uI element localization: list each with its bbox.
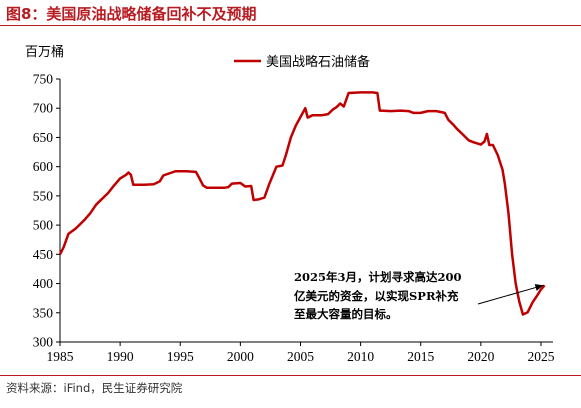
figure-title: 图8：美国原油战略储备回补不及预期 xyxy=(6,5,257,23)
legend: 美国战略石油储备 xyxy=(234,54,370,70)
x-tick-label: 1985 xyxy=(47,349,74,364)
x-axis: 1985 1990 1995 2000 2005 2010 2015 2020 2025 xyxy=(47,341,555,364)
y-axis: 300 350 400 450 500 550 600 650 700 750 xyxy=(33,72,61,350)
y-tick-label: 700 xyxy=(33,101,54,116)
x-tick-label: 2015 xyxy=(407,349,434,364)
y-tick-label: 650 xyxy=(33,130,54,145)
y-tick-label: 350 xyxy=(33,305,54,320)
y-tick-label: 750 xyxy=(33,72,54,87)
annotation: 2025年3月，计划寻求高达200 亿美元的资金，以实现SPR补充 至最大容量的… xyxy=(294,270,544,321)
x-tick-label: 2005 xyxy=(287,349,314,364)
annotation-arrowhead xyxy=(534,284,544,291)
annotation-line-3: 至最大容量的目标。 xyxy=(294,307,398,321)
annotation-line-2: 亿美元的资金，以实现SPR补充 xyxy=(294,289,459,303)
y-tick-label: 400 xyxy=(33,276,54,291)
annotation-arrow xyxy=(477,284,544,305)
y-tick-label: 500 xyxy=(33,218,54,233)
series-line-spr xyxy=(58,91,546,316)
source-divider xyxy=(0,375,581,376)
x-tick-label: 1995 xyxy=(167,349,194,364)
x-tick-label: 2010 xyxy=(347,349,374,364)
source-note: 资料来源：iFind，民生证券研究院 xyxy=(6,381,183,395)
legend-label: 美国战略石油储备 xyxy=(266,54,370,70)
y-tick-label: 550 xyxy=(33,188,54,203)
x-tick-label: 1990 xyxy=(107,349,134,364)
x-tick-label: 2025 xyxy=(527,349,554,364)
y-tick-label: 450 xyxy=(33,247,54,262)
title-divider xyxy=(0,25,581,26)
x-tick-label: 2020 xyxy=(467,349,494,364)
y-tick-label: 300 xyxy=(33,335,54,350)
y-tick-label: 600 xyxy=(33,159,54,174)
x-tick-label: 2000 xyxy=(227,349,254,364)
y-axis-unit-label: 百万桶 xyxy=(25,45,64,60)
annotation-line-1: 2025年3月，计划寻求高达200 xyxy=(294,270,462,284)
